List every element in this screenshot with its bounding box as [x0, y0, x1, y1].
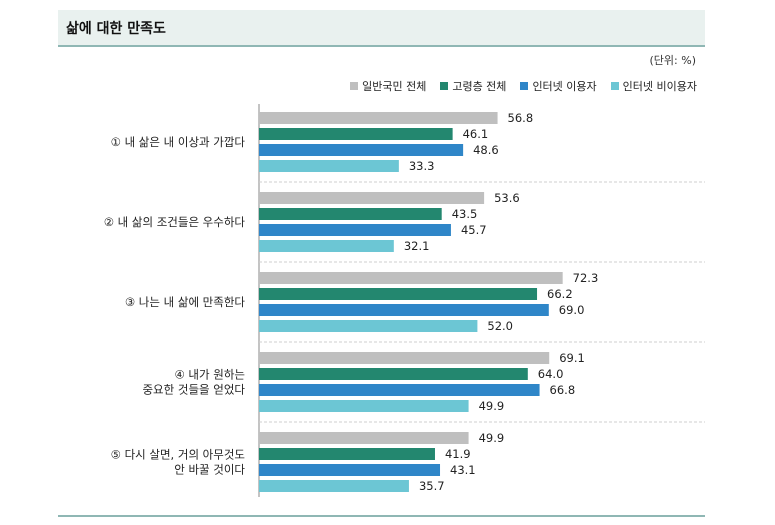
bar	[259, 400, 469, 412]
data-label: 69.0	[559, 303, 585, 317]
bar	[259, 432, 469, 444]
data-label: 72.3	[573, 271, 599, 285]
legend-swatch-general	[350, 82, 359, 90]
data-label: 48.6	[473, 143, 499, 157]
bar	[259, 464, 441, 476]
bar	[259, 192, 485, 204]
unit-label: (단위: %)	[649, 54, 696, 67]
data-label: 66.8	[550, 383, 576, 397]
category-label: ③ 나는 내 삶에 만족한다	[125, 295, 246, 309]
data-label: 41.9	[445, 447, 471, 461]
data-label: 43.1	[450, 463, 476, 477]
data-label: 69.1	[559, 351, 585, 365]
bar	[259, 224, 451, 236]
data-label: 45.7	[461, 223, 487, 237]
bar	[259, 288, 538, 300]
title-band	[58, 10, 705, 45]
bar	[259, 384, 540, 396]
bar	[259, 128, 453, 140]
data-label: 46.1	[463, 127, 489, 141]
bar	[259, 144, 464, 156]
legend-item-internet-user: 인터넷 이용자	[520, 78, 597, 94]
legend-label-internet-nonuser: 인터넷 비이용자	[622, 80, 697, 93]
legend-item-elderly: 고령층 전체	[440, 78, 506, 94]
bar	[259, 320, 478, 332]
bar	[259, 368, 528, 380]
data-label: 35.7	[419, 479, 445, 493]
data-label: 66.2	[547, 287, 573, 301]
data-label: 53.6	[494, 191, 520, 205]
data-label: 33.3	[409, 159, 435, 173]
legend-label-elderly: 고령층 전체	[452, 80, 507, 93]
legend-item-internet-nonuser: 인터넷 비이용자	[610, 78, 697, 94]
bar	[259, 272, 563, 284]
category-label: ② 내 삶의 조건들은 우수하다	[104, 215, 246, 229]
chart-title: 삶에 대한 만족도	[66, 21, 166, 37]
bar	[259, 480, 409, 492]
bar	[259, 112, 498, 124]
data-label: 32.1	[404, 239, 430, 253]
data-label: 56.8	[508, 111, 534, 125]
bar	[259, 240, 394, 252]
data-label: 52.0	[487, 319, 513, 333]
data-label: 49.9	[479, 399, 505, 413]
legend-swatch-elderly	[440, 82, 449, 90]
category-label: ① 내 삶은 내 이상과 가깝다	[111, 135, 246, 149]
bar	[259, 304, 549, 316]
data-label: 64.0	[538, 367, 564, 381]
legend-swatch-internet-nonuser	[610, 82, 619, 90]
category-label: ④ 내가 원하는 중요한 것들을 얻었다	[142, 368, 245, 397]
data-label: 49.9	[479, 431, 505, 445]
title-rule	[58, 45, 705, 47]
legend: 일반국민 전체 고령층 전체 인터넷 이용자 인터넷 비이용자	[350, 78, 697, 94]
data-label: 43.5	[452, 207, 478, 221]
legend-label-general: 일반국민 전체	[362, 80, 427, 93]
bar	[259, 352, 550, 364]
bar	[259, 160, 399, 172]
bar	[259, 208, 442, 220]
legend-swatch-internet-user	[520, 82, 529, 90]
bottom-rule	[58, 515, 705, 517]
category-label: ⑤ 다시 살면, 거의 아무것도 안 바꿀 것이다	[111, 448, 246, 477]
bar	[259, 448, 435, 460]
legend-label-internet-user: 인터넷 이용자	[532, 80, 597, 93]
legend-item-general: 일반국민 전체	[350, 78, 426, 94]
